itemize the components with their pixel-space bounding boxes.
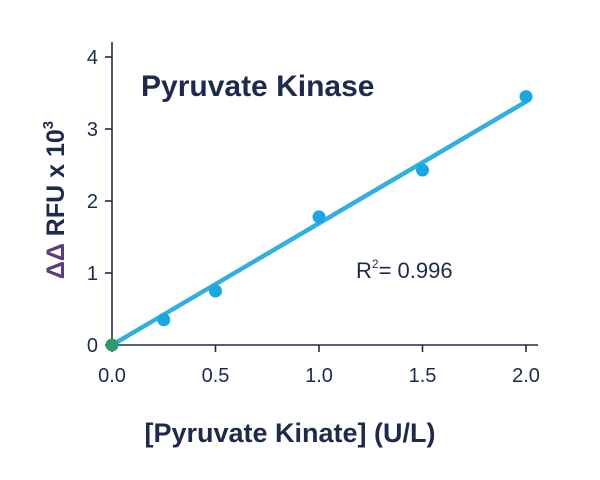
y-tick-label: 4 (87, 47, 98, 69)
y-tick-label: 2 (87, 191, 98, 213)
x-tick-label: 2.0 (512, 365, 540, 387)
x-tick-label: 0.0 (98, 365, 126, 387)
axes (111, 42, 538, 346)
y-tick-label: 1 (87, 263, 98, 285)
data-point (519, 90, 533, 104)
data-point (209, 284, 222, 298)
r-squared-annotation: R2= 0.996 (356, 257, 453, 283)
y-axis-label-superscript: 3 (40, 121, 57, 129)
y-axis-label: ΔΔ RFU x 103 (40, 121, 70, 279)
data-points (105, 90, 533, 352)
y-axis-label-delta: ΔΔ (42, 243, 70, 279)
r-squared-superscript: 2 (372, 257, 379, 271)
y-tick-label: 0 (87, 335, 98, 357)
r-squared-value: = 0.996 (379, 258, 453, 283)
x-tick-label: 1.0 (305, 365, 333, 387)
x-axis-label: [Pyruvate Kinate] (U/L) (144, 418, 435, 448)
chart-title: Pyruvate Kinase (141, 70, 374, 103)
y-tick-label: 3 (87, 119, 98, 141)
data-point (416, 163, 429, 177)
r-squared-letter: R (356, 258, 372, 283)
x-ticks: 0.0 0.5 1.0 1.5 2.0 (98, 345, 540, 387)
x-tick-label: 0.5 (202, 365, 230, 387)
y-ticks: 0 1 2 3 4 (87, 47, 112, 357)
x-tick-label: 1.5 (409, 365, 437, 387)
data-point-origin (105, 338, 119, 352)
y-axis-label-main: RFU x 10 (42, 129, 70, 236)
data-point (312, 210, 326, 224)
data-point (157, 313, 171, 327)
